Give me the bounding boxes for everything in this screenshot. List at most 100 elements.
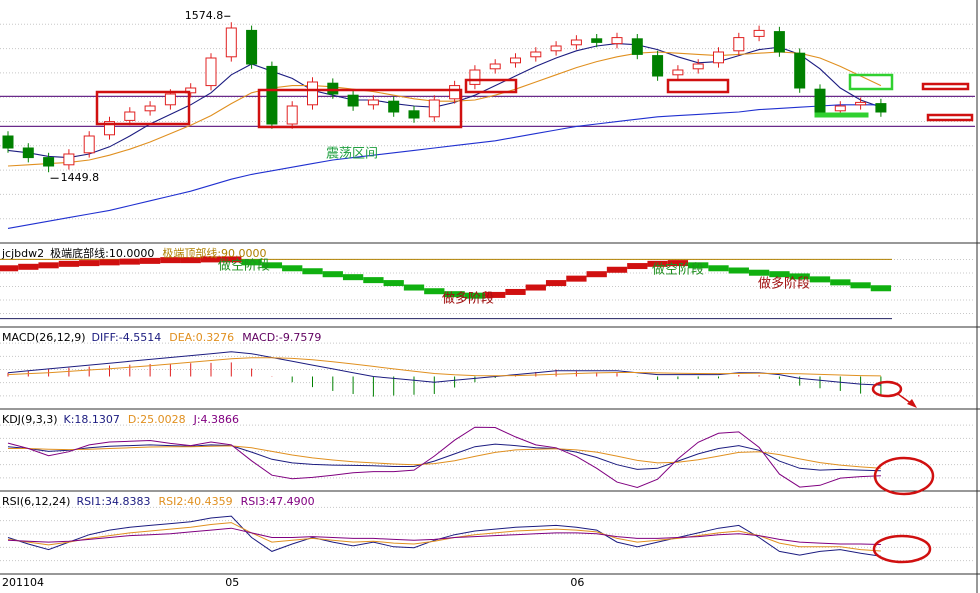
phase-label: 做空阶段 — [218, 259, 270, 274]
annotation: 1449.8 — [61, 171, 100, 184]
arrow-head — [907, 399, 917, 408]
step-block — [586, 271, 607, 278]
candle-body — [449, 85, 461, 100]
candle-body — [144, 105, 156, 112]
step-block — [870, 285, 892, 292]
candle-body — [307, 81, 318, 106]
candle-body — [43, 157, 55, 167]
legend-entry: RSI1:34.8383 — [76, 495, 150, 508]
legend-entry: RSI2:40.4359 — [159, 495, 233, 508]
step-block — [708, 265, 729, 272]
candle-body — [753, 29, 765, 37]
legend-entry: 极端顶部线:90.0000 — [162, 246, 266, 260]
step-block — [485, 291, 506, 298]
step-block — [830, 279, 851, 286]
step-block — [18, 263, 39, 270]
candle-body — [631, 38, 643, 55]
series-line — [7, 522, 881, 552]
step-block — [363, 277, 384, 284]
candle-body — [672, 69, 684, 76]
candle-body — [489, 63, 501, 70]
legend-entry: DEA:0.3276 — [169, 331, 234, 344]
annotation: 1574.8 — [185, 9, 224, 22]
x-tick-label: 05 — [225, 576, 239, 589]
phase-label: 做多阶段 — [758, 276, 810, 292]
step-block — [809, 276, 831, 283]
legend-entry: J:4.3866 — [193, 413, 239, 426]
legend-entry: D:25.0028 — [128, 413, 186, 426]
highlight-box — [95, 90, 191, 126]
step-block — [342, 274, 364, 281]
step-block — [545, 280, 567, 287]
candle-body — [713, 51, 724, 64]
candle-body — [814, 88, 826, 113]
annotation: 震荡区间 — [326, 147, 378, 162]
step-block — [241, 259, 262, 266]
step-block — [139, 257, 161, 264]
candle-body — [327, 82, 339, 95]
step-block — [221, 256, 242, 263]
highlight-box — [926, 113, 974, 122]
candle-body — [185, 87, 197, 94]
highlight-box — [464, 78, 518, 94]
x-tick-label: 201104 — [2, 576, 44, 589]
step-block — [789, 273, 810, 280]
candle-body — [875, 103, 887, 113]
step-block — [282, 265, 303, 272]
candle-body — [63, 153, 75, 166]
step-block — [748, 269, 770, 276]
step-block — [99, 259, 120, 266]
candle-body — [733, 37, 745, 52]
candle-body — [104, 121, 115, 136]
step-block — [627, 263, 648, 270]
step-block — [769, 271, 790, 278]
legend-entry: MACD:-9.7579 — [242, 331, 321, 344]
series-line — [7, 104, 881, 229]
legend-entry: RSI3:47.4900 — [241, 495, 315, 508]
series-line — [7, 51, 882, 167]
legend-entry: K:18.1307 — [64, 413, 120, 426]
candle-body — [246, 29, 258, 65]
series-line — [7, 357, 881, 377]
highlight-box — [666, 78, 730, 94]
legend-entry: 极端底部线:10.0000 — [50, 246, 154, 260]
candle-body — [266, 65, 278, 125]
panel-title: MACD(26,12,9) — [2, 331, 86, 344]
candle-body — [347, 94, 359, 107]
candle-body — [2, 135, 14, 149]
candle-body — [510, 57, 521, 64]
step-block — [464, 292, 486, 299]
candle-body — [124, 111, 136, 121]
candle-body — [570, 39, 582, 46]
candle-body — [205, 57, 217, 87]
step-block — [606, 266, 628, 273]
highlight-box — [257, 88, 463, 129]
step-block — [119, 258, 140, 265]
phase-label: 做多阶段 — [442, 291, 494, 307]
candle-body — [652, 55, 664, 77]
step-block — [180, 257, 201, 264]
candle-body — [367, 99, 379, 106]
step-block — [38, 262, 59, 269]
panel-title: jcjbdw2 — [1, 247, 44, 260]
candle-body — [692, 63, 704, 70]
panel-title: RSI(6,12,24) — [2, 495, 70, 508]
highlight-ellipse — [872, 534, 932, 564]
step-block — [0, 265, 19, 272]
highlight-ellipse — [871, 380, 903, 398]
candle-body — [469, 69, 481, 85]
candle-body — [225, 27, 237, 58]
step-block — [444, 291, 465, 298]
highlight-ellipse — [873, 456, 935, 496]
step-block — [424, 288, 445, 295]
annotation-shapes — [95, 73, 974, 564]
highlight-box — [921, 82, 970, 91]
step-block — [728, 267, 749, 274]
candle-body — [855, 101, 867, 106]
candle-body — [428, 99, 440, 118]
step-block — [58, 260, 80, 267]
step-block — [505, 288, 526, 295]
highlight-bar — [814, 112, 869, 118]
